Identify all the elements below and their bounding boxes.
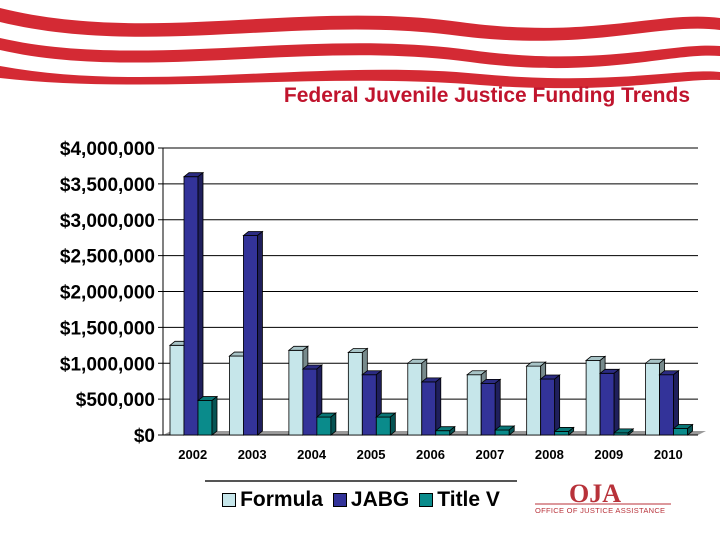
bar-jabg [658, 369, 680, 436]
y-tick-label: $4,000,000 [60, 139, 155, 160]
legend-swatch-formula [222, 493, 237, 507]
bar-title-v [375, 412, 397, 436]
bar-title-v [612, 428, 635, 436]
y-tick-label: $0 [134, 426, 155, 447]
bar-title-v [494, 425, 516, 436]
legend-item-jabg: JABG [332, 488, 410, 512]
bar-title-v [196, 395, 219, 436]
y-tick-label: $1,500,000 [60, 318, 155, 339]
y-tick-label: $2,500,000 [60, 247, 155, 268]
bar-jabg [598, 368, 621, 436]
bars [168, 171, 694, 436]
x-tick-label: 2009 [594, 447, 623, 462]
legend-label-title-v: Title V [437, 488, 500, 511]
stripe-banner [0, 8, 720, 89]
legend-label-formula: Formula [240, 488, 323, 511]
bar-jabg [539, 374, 561, 436]
y-tick-label: $1,000,000 [60, 354, 155, 375]
bar-title-v [672, 423, 694, 436]
bar-title-v [553, 426, 575, 436]
x-tick-label: 2005 [357, 447, 386, 462]
x-tick-label: 2008 [535, 447, 564, 462]
y-tick-label: $3,500,000 [60, 175, 155, 196]
legend-item-title-v: Title V [419, 488, 500, 512]
bar-jabg [182, 171, 205, 436]
bar-jabg [242, 230, 264, 436]
legend-swatch-title-v [419, 493, 434, 507]
logo-subtitle: OFFICE OF JUSTICE ASSISTANCE [535, 506, 665, 515]
bar-jabg [420, 377, 442, 436]
bar-jabg [480, 378, 502, 436]
x-tick-label: 2004 [297, 447, 327, 462]
x-tick-label: 2006 [416, 447, 445, 462]
oja-logo: OJA OFFICE OF JUSTICE ASSISTANCE [535, 479, 671, 515]
y-tick-label: $2,000,000 [60, 283, 155, 304]
legend-swatch-jabg [332, 493, 347, 507]
legend-label-jabg: JABG [350, 488, 410, 511]
x-tick-label: 2002 [178, 447, 207, 462]
chart-title: Federal Juvenile Justice Funding Trends [283, 84, 690, 107]
x-tick-label: 2010 [654, 447, 683, 462]
bar-title-v [434, 425, 456, 436]
legend: Formula JABG Title V [205, 480, 517, 518]
y-tick-label: $500,000 [76, 390, 155, 411]
y-tick-labels: $0 $500,000 $1,000,000 $1,500,000 $2,000,000… [60, 139, 155, 447]
bar-title-v [315, 412, 338, 436]
x-tick-label: 2003 [238, 447, 267, 462]
legend-item-formula: Formula [222, 488, 323, 512]
y-tick-label: $3,000,000 [60, 211, 155, 232]
logo-mark: OJA [569, 479, 621, 508]
x-tick-label: 2007 [475, 447, 504, 462]
x-tick-labels: 2002 2003 2004 2005 2006 2007 2008 2009 2010 [178, 447, 682, 462]
